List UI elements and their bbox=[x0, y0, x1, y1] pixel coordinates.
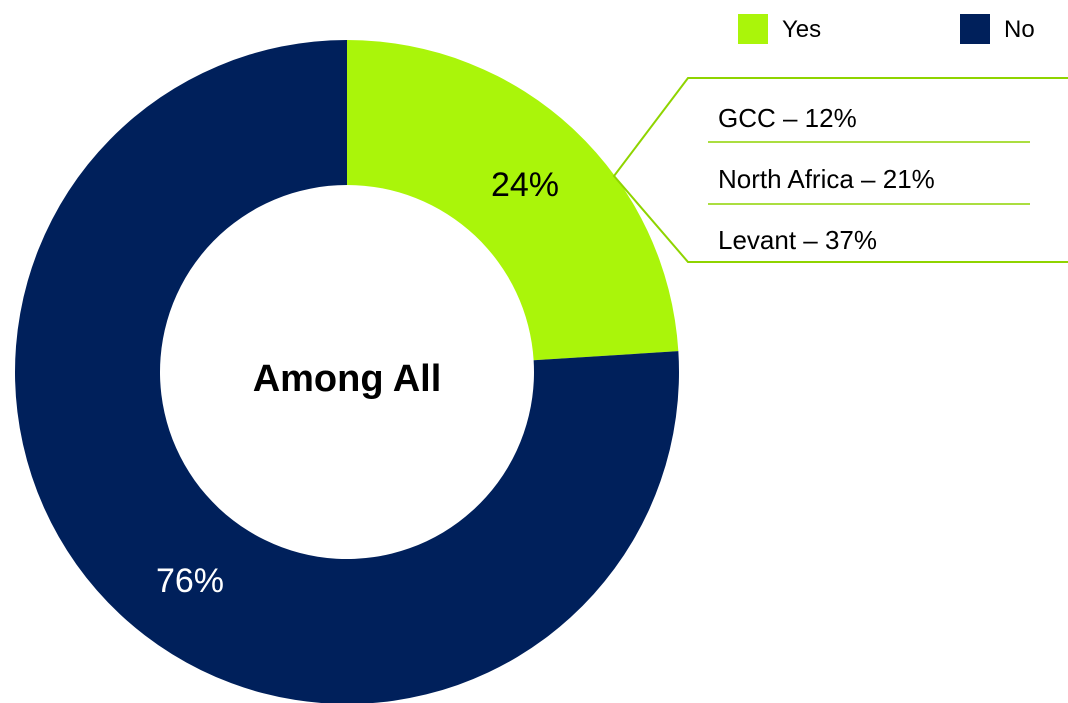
slice-no bbox=[15, 40, 679, 703]
legend: Yes No bbox=[738, 14, 1035, 44]
donut-slices bbox=[15, 40, 679, 703]
legend-swatch-no bbox=[960, 14, 990, 44]
breakdown-item-levant: Levant – 37% bbox=[718, 225, 877, 255]
legend-label-yes: Yes bbox=[782, 16, 821, 43]
callout-bracket bbox=[612, 77, 1068, 263]
slice-yes bbox=[347, 40, 679, 361]
legend-label-no: No bbox=[1004, 16, 1035, 43]
slice-label-yes: 24% bbox=[491, 166, 559, 204]
slice-label-no: 76% bbox=[156, 562, 224, 600]
region-breakdown-callout: GCC – 12% North Africa – 21% Levant – 37… bbox=[612, 77, 1068, 263]
legend-swatch-yes bbox=[738, 14, 768, 44]
breakdown-item-north-africa: North Africa – 21% bbox=[718, 164, 935, 194]
center-label: Among All bbox=[253, 358, 442, 400]
breakdown-item-gcc: GCC – 12% bbox=[718, 103, 857, 133]
